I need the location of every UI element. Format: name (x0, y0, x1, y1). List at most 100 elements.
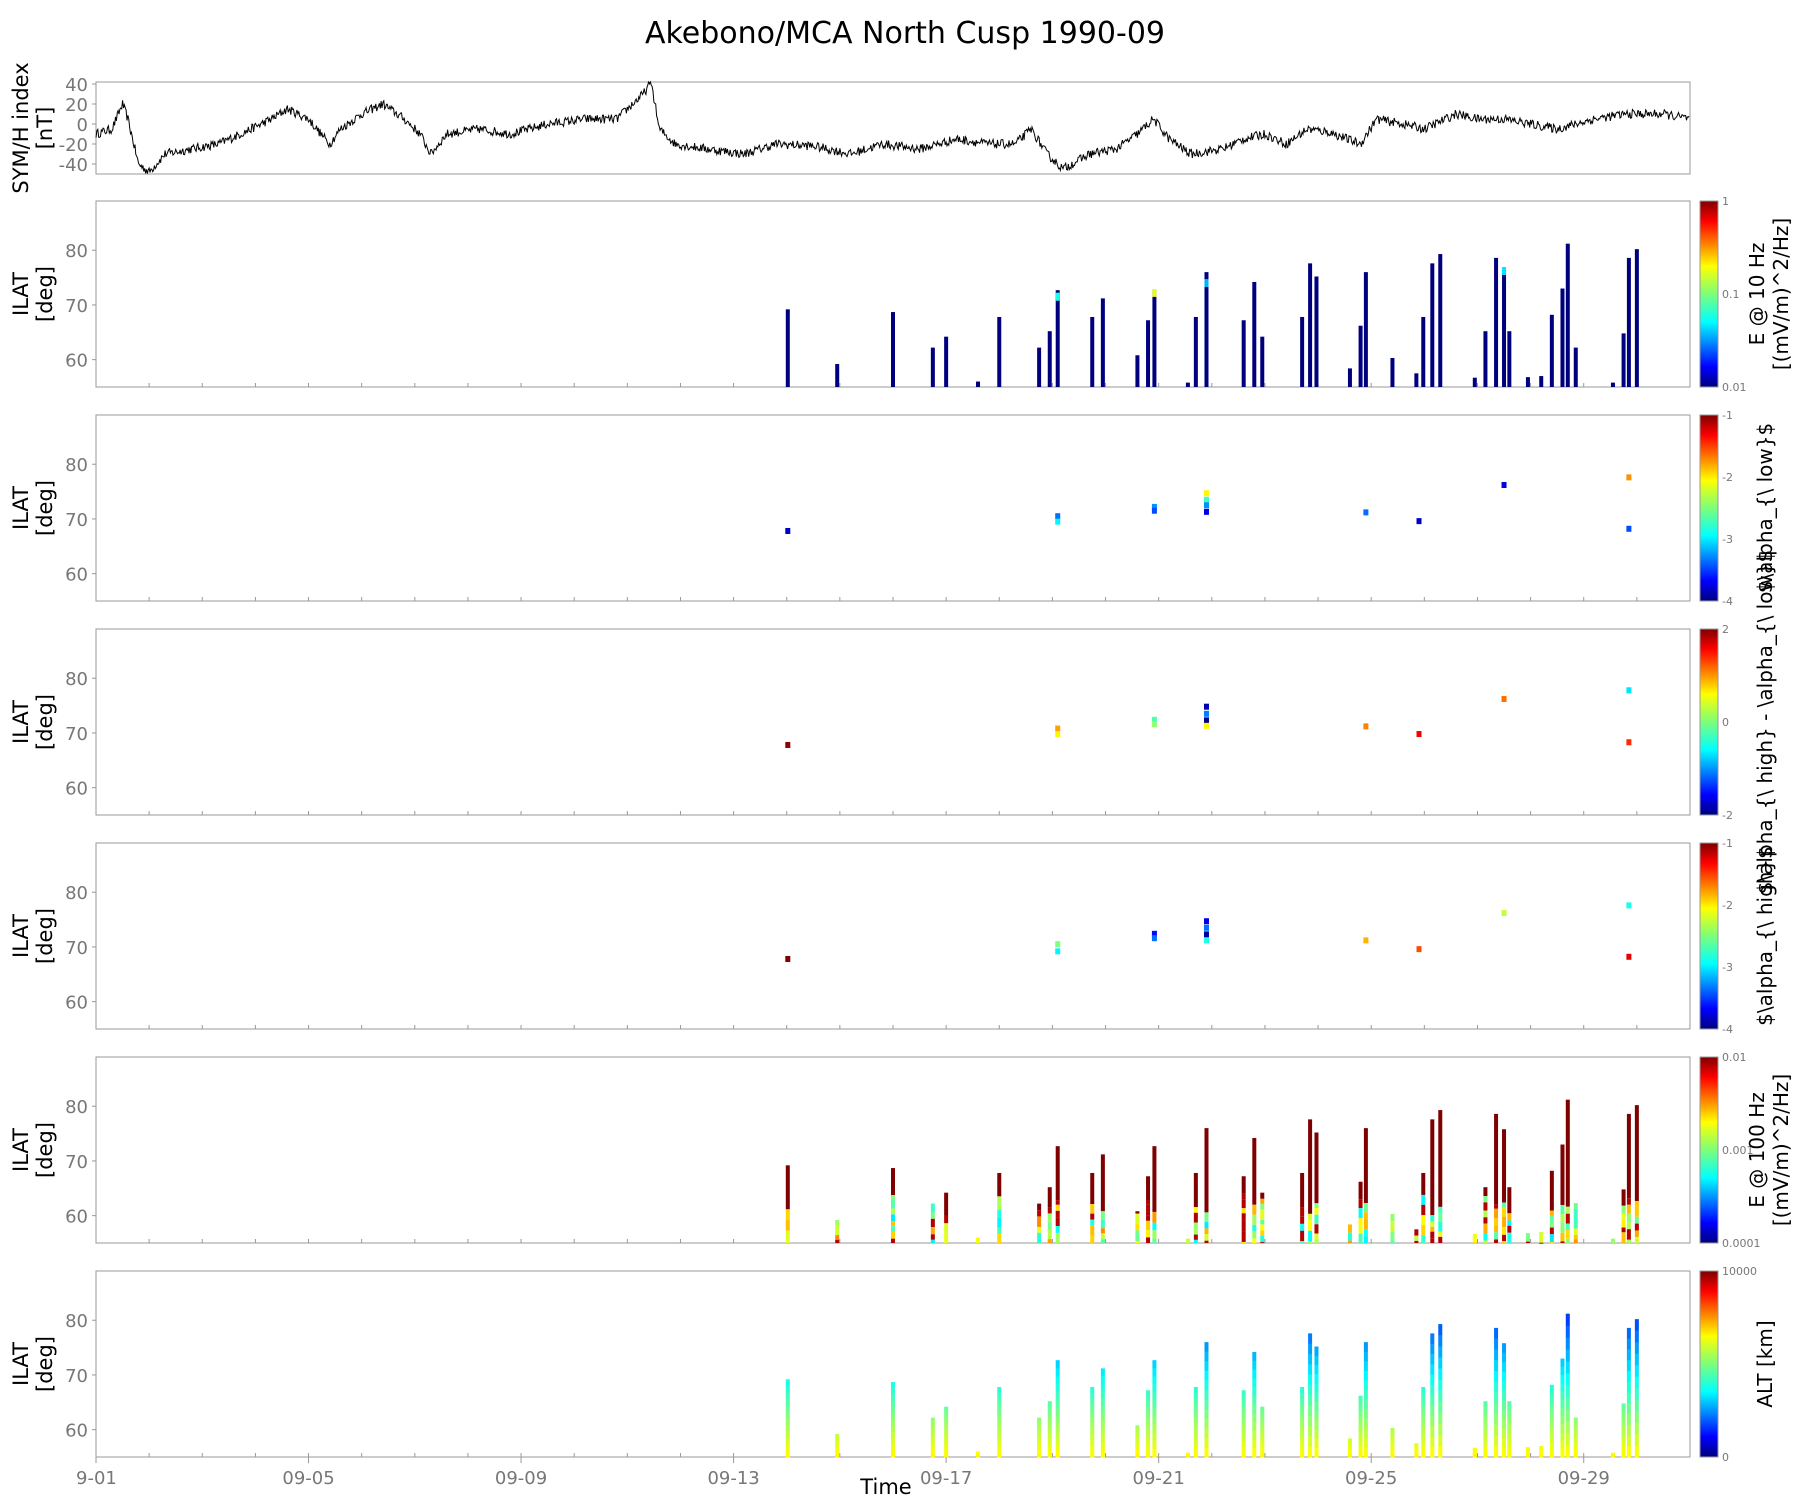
pass-bar (976, 381, 981, 387)
e100-segment (1193, 1212, 1198, 1223)
alt-segment (1549, 1444, 1554, 1452)
alt-segment (891, 1432, 895, 1439)
alt-segment (1037, 1443, 1042, 1448)
e100-bar (1634, 1105, 1639, 1202)
alt-segment (1573, 1424, 1578, 1428)
pass-bar (1560, 288, 1565, 387)
e100-segment (930, 1227, 935, 1235)
alt-segment (1621, 1425, 1626, 1431)
alt-segment (1146, 1434, 1151, 1441)
alt-segment (835, 1443, 840, 1447)
alt-segment (1347, 1438, 1352, 1441)
pass-bar (1146, 320, 1151, 387)
pass-bar (1037, 347, 1042, 387)
alt-segment (997, 1451, 1002, 1458)
alt-segment (1358, 1405, 1363, 1412)
e100-bar (1626, 1113, 1631, 1199)
e100-segment (1204, 1212, 1209, 1223)
alt-segment (1204, 1437, 1209, 1448)
e100-segment (1483, 1196, 1488, 1203)
alt-segment (1414, 1446, 1419, 1449)
e100-segment (1483, 1233, 1488, 1241)
alt-segment (1100, 1427, 1105, 1436)
alt-segment (1634, 1330, 1639, 1343)
alt-segment (1502, 1419, 1507, 1430)
alt-segment (1100, 1449, 1105, 1458)
alt-segment (944, 1436, 949, 1441)
colorbar-tick: 10000 (1722, 1265, 1757, 1278)
alt-segment (891, 1413, 895, 1421)
alt-segment (1494, 1413, 1499, 1426)
alt-segment (785, 1444, 790, 1452)
panel-4: 80 70 60 ILAT[deg] -1 -2 -3 -4 $\alpha_{\ high}$ (9, 837, 1777, 1036)
alt-segment (1300, 1427, 1305, 1435)
alt-segment (1565, 1373, 1570, 1386)
e100-segment (1314, 1203, 1319, 1208)
alt-segment (1204, 1447, 1209, 1458)
e100-segment (1560, 1204, 1565, 1215)
alt-segment (835, 1449, 840, 1452)
e100-segment (1565, 1238, 1570, 1243)
e100-segment (1241, 1208, 1246, 1214)
alt-segment (997, 1410, 1002, 1417)
alt-segment (1565, 1433, 1570, 1446)
e100-segment (891, 1214, 895, 1222)
alt-segment (1152, 1384, 1157, 1393)
x-axis-label: Time (859, 1475, 911, 1499)
pass-bar-highlight (1055, 292, 1060, 301)
alt-segment (1300, 1451, 1305, 1458)
alt-segment (1146, 1418, 1151, 1425)
alt-segment (1507, 1424, 1512, 1430)
x-tick-label: 09-25 (1345, 1468, 1397, 1489)
e100-segment (1421, 1224, 1426, 1236)
e100-segment (1549, 1215, 1554, 1222)
alt-segment (1634, 1411, 1639, 1424)
alt-segment (1421, 1392, 1426, 1400)
alt-segment (944, 1444, 949, 1450)
e100-segment (1135, 1223, 1140, 1231)
e100-segment (1146, 1215, 1151, 1221)
alt-segment (1494, 1424, 1499, 1436)
e100-segment (1055, 1232, 1060, 1243)
e100-segment (1135, 1213, 1140, 1224)
alt-segment (1560, 1432, 1565, 1442)
ilat-ytick: 70 (65, 938, 88, 959)
colorbar-tick: -1 (1722, 409, 1733, 422)
alt-segment (1626, 1392, 1631, 1404)
e100-segment (1573, 1218, 1578, 1229)
pass-bar (1185, 382, 1190, 387)
alt-segment (1483, 1452, 1488, 1458)
e100-segment (891, 1200, 895, 1209)
e100-segment (1390, 1221, 1395, 1232)
alt-segment (1507, 1401, 1512, 1407)
e100-segment (1549, 1234, 1554, 1243)
alt-segment (1152, 1408, 1157, 1418)
alt-segment (1610, 1456, 1615, 1458)
alt-segment (1626, 1403, 1631, 1415)
alt-segment (1483, 1429, 1488, 1435)
alt-segment (1626, 1435, 1631, 1447)
alt-segment (1390, 1440, 1395, 1444)
colorbar-label: $\alpha_{\ high} - \alpha_{\ low}$ (1753, 550, 1777, 895)
e100-bar (1549, 1170, 1554, 1211)
colorbar-label: $\alpha_{\ low}$ (1753, 423, 1777, 593)
alt-segment (785, 1424, 790, 1432)
alt-segment (1430, 1384, 1435, 1396)
e100-segment (1565, 1229, 1570, 1239)
e100-bar (1363, 1128, 1368, 1204)
alpha-point (1363, 937, 1369, 944)
alpha-point (785, 741, 791, 748)
alt-segment (1560, 1399, 1565, 1409)
e100-segment (1626, 1239, 1631, 1243)
alt-segment (1308, 1415, 1313, 1427)
alt-segment (1193, 1451, 1198, 1458)
colorbar-label-line: $\alpha_{\ high}$ (1753, 846, 1777, 1026)
alt-segment (1047, 1433, 1052, 1439)
e100-segment (1146, 1204, 1151, 1212)
alt-segment (944, 1406, 949, 1412)
alt-segment (1472, 1450, 1477, 1453)
alt-segment (1347, 1452, 1352, 1455)
alt-segment (835, 1447, 840, 1450)
pass-bar (1421, 316, 1426, 387)
ilat-ytick: 80 (65, 883, 88, 904)
